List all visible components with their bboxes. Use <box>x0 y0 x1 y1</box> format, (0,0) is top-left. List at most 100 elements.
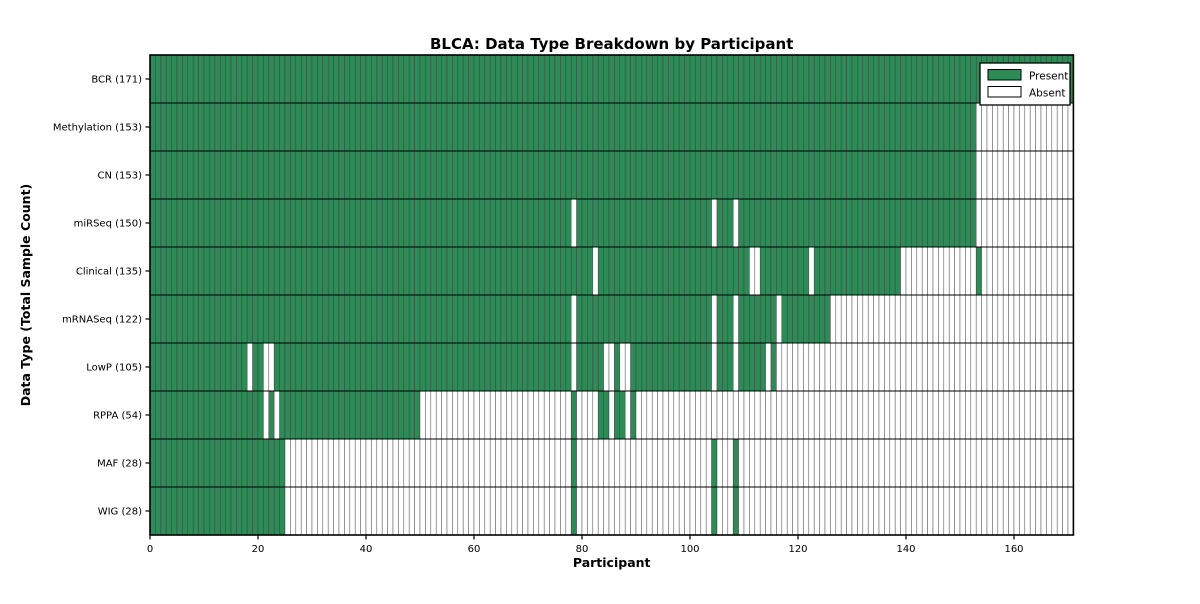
heatmap-cell <box>192 486 199 536</box>
heatmap-cell <box>970 486 977 536</box>
heatmap-cell <box>279 342 286 392</box>
heatmap-cell <box>425 294 432 344</box>
heatmap-cell <box>452 246 459 296</box>
heatmap-cell <box>765 198 772 248</box>
heatmap-cell <box>981 342 988 392</box>
heatmap-cell <box>1051 198 1058 248</box>
heatmap-cell <box>673 342 680 392</box>
heatmap-cell <box>230 294 237 344</box>
heatmap-cell <box>592 198 599 248</box>
heatmap-cell <box>754 390 761 440</box>
heatmap-cell <box>209 390 216 440</box>
heatmap-cell <box>381 150 388 200</box>
heatmap-cell <box>1013 150 1020 200</box>
heatmap-cell <box>808 390 815 440</box>
heatmap-cell <box>792 438 799 488</box>
heatmap-cell <box>1062 102 1069 152</box>
heatmap-cell <box>338 54 345 104</box>
heatmap-cell <box>376 342 383 392</box>
heatmap-cell <box>916 342 923 392</box>
heatmap-cell <box>662 246 669 296</box>
heatmap-cell <box>840 294 847 344</box>
heatmap-cell <box>198 54 205 104</box>
heatmap-cell <box>1019 198 1026 248</box>
heatmap-cell <box>209 54 216 104</box>
heatmap-cell <box>624 390 631 440</box>
heatmap-cell <box>770 54 777 104</box>
heatmap-cell <box>182 102 189 152</box>
heatmap-cell <box>435 246 442 296</box>
heatmap-cell <box>830 198 837 248</box>
heatmap-cell <box>1029 246 1036 296</box>
heatmap-cell <box>160 486 167 536</box>
heatmap-cell <box>1046 294 1053 344</box>
heatmap-cell <box>862 150 869 200</box>
heatmap-cell <box>943 150 950 200</box>
heatmap-cell <box>1040 294 1047 344</box>
heatmap-cell <box>695 246 702 296</box>
heatmap-cell <box>808 486 815 536</box>
heatmap-cell <box>797 150 804 200</box>
heatmap-cell <box>516 390 523 440</box>
heatmap-cell <box>975 150 982 200</box>
heatmap-cell <box>986 150 993 200</box>
heatmap-cell <box>857 438 864 488</box>
heatmap-cell <box>176 198 183 248</box>
heatmap-cell <box>948 198 955 248</box>
heatmap-cell <box>495 246 502 296</box>
heatmap-cell <box>711 342 718 392</box>
heatmap-cell <box>273 438 280 488</box>
heatmap-cell <box>446 294 453 344</box>
heatmap-cell <box>808 342 815 392</box>
heatmap-cell <box>441 198 448 248</box>
heatmap-cell <box>570 294 577 344</box>
heatmap-cell <box>506 150 513 200</box>
heatmap-cell <box>419 390 426 440</box>
heatmap-cell <box>927 150 934 200</box>
heatmap-cell <box>246 102 253 152</box>
heatmap-cell <box>300 390 307 440</box>
heatmap-cell <box>587 102 594 152</box>
heatmap-cell <box>322 390 329 440</box>
heatmap-cell <box>905 198 912 248</box>
heatmap-cell <box>857 294 864 344</box>
heatmap-cell <box>257 294 264 344</box>
heatmap-cell <box>1062 438 1069 488</box>
plot-border <box>149 54 1075 536</box>
heatmap-cell <box>743 150 750 200</box>
heatmap-cell <box>619 486 626 536</box>
heatmap-cell <box>1008 342 1015 392</box>
heatmap-cell <box>381 198 388 248</box>
heatmap-cell <box>911 150 918 200</box>
heatmap-cell <box>533 390 540 440</box>
heatmap-cell <box>306 246 313 296</box>
heatmap-cell <box>943 438 950 488</box>
heatmap-cell <box>867 150 874 200</box>
heatmap-cell <box>597 390 604 440</box>
heatmap-cell <box>381 294 388 344</box>
heatmap-cell <box>1029 390 1036 440</box>
heatmap-cell <box>500 150 507 200</box>
heatmap-cell <box>425 390 432 440</box>
heatmap-cell <box>592 438 599 488</box>
heatmap-cell <box>565 54 572 104</box>
heatmap-cell <box>327 294 334 344</box>
heatmap-cell <box>862 246 869 296</box>
heatmap-cell <box>371 486 378 536</box>
heatmap-cell <box>624 102 631 152</box>
heatmap-cell <box>198 150 205 200</box>
heatmap-cell <box>484 438 491 488</box>
heatmap-cell <box>830 438 837 488</box>
heatmap-cell <box>354 390 361 440</box>
heatmap-cell <box>198 390 205 440</box>
heatmap-cell <box>365 342 372 392</box>
heatmap-cell <box>792 390 799 440</box>
heatmap-cell <box>543 342 550 392</box>
heatmap-cell <box>381 342 388 392</box>
heatmap-cell <box>408 438 415 488</box>
heatmap-cell <box>198 198 205 248</box>
heatmap-cell <box>225 246 232 296</box>
heatmap-cell <box>711 246 718 296</box>
heatmap-cell <box>1013 438 1020 488</box>
